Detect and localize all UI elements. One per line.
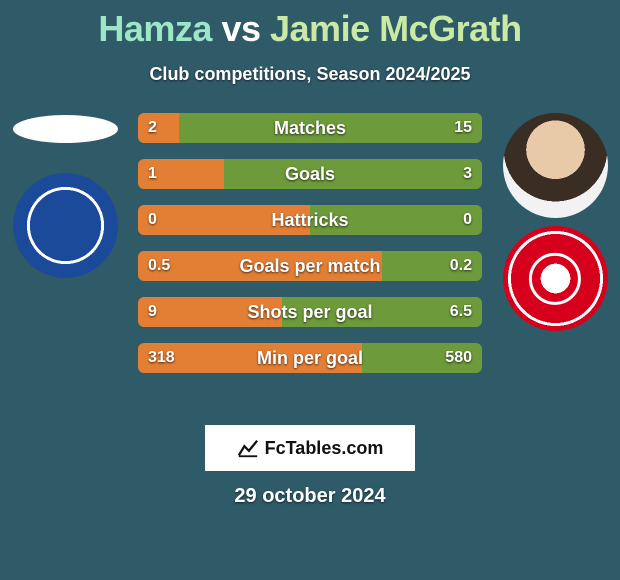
page-title: Hamza vs Jamie McGrath	[0, 0, 620, 50]
brand-text: FcTables.com	[265, 438, 384, 459]
stat-row: 318Min per goal580	[138, 343, 482, 373]
stat-value-left: 2	[138, 113, 167, 143]
title-vs: vs	[221, 8, 260, 49]
stat-value-right: 0	[453, 205, 482, 235]
content-area: 2Matches15 1Goals3 0Hattricks0 0.5Goals per…	[0, 113, 620, 413]
stat-value-left: 1	[138, 159, 167, 189]
chart-icon	[237, 437, 259, 459]
stat-row: 9Shots per goal6.5	[138, 297, 482, 327]
stat-value-right: 6.5	[440, 297, 482, 327]
bar-right-fill	[224, 159, 482, 189]
stat-value-left: 318	[138, 343, 185, 373]
stat-row: 0.5Goals per match0.2	[138, 251, 482, 281]
stat-value-left: 0	[138, 205, 167, 235]
player1-club-badge	[13, 173, 118, 278]
left-column	[0, 113, 130, 278]
stat-row: 0Hattricks0	[138, 205, 482, 235]
stat-value-right: 580	[435, 343, 482, 373]
stat-row: 1Goals3	[138, 159, 482, 189]
comparison-infographic: Hamza vs Jamie McGrath Club competitions…	[0, 0, 620, 580]
stat-bars: 2Matches15 1Goals3 0Hattricks0 0.5Goals per…	[138, 113, 482, 389]
bar-right-fill	[179, 113, 482, 143]
stat-value-right: 0.2	[440, 251, 482, 281]
stat-value-right: 3	[453, 159, 482, 189]
player2-photo	[503, 113, 608, 218]
stat-row: 2Matches15	[138, 113, 482, 143]
stat-value-left: 0.5	[138, 251, 180, 281]
title-player2: Jamie McGrath	[270, 8, 522, 49]
player2-club-badge	[503, 226, 608, 331]
title-player1: Hamza	[98, 8, 212, 49]
stat-value-right: 15	[444, 113, 482, 143]
stat-value-left: 9	[138, 297, 167, 327]
footer-date: 29 october 2024	[0, 485, 620, 508]
subtitle: Club competitions, Season 2024/2025	[0, 64, 620, 85]
player1-photo	[13, 115, 118, 143]
brand-badge: FcTables.com	[205, 425, 415, 471]
right-column	[490, 113, 620, 331]
